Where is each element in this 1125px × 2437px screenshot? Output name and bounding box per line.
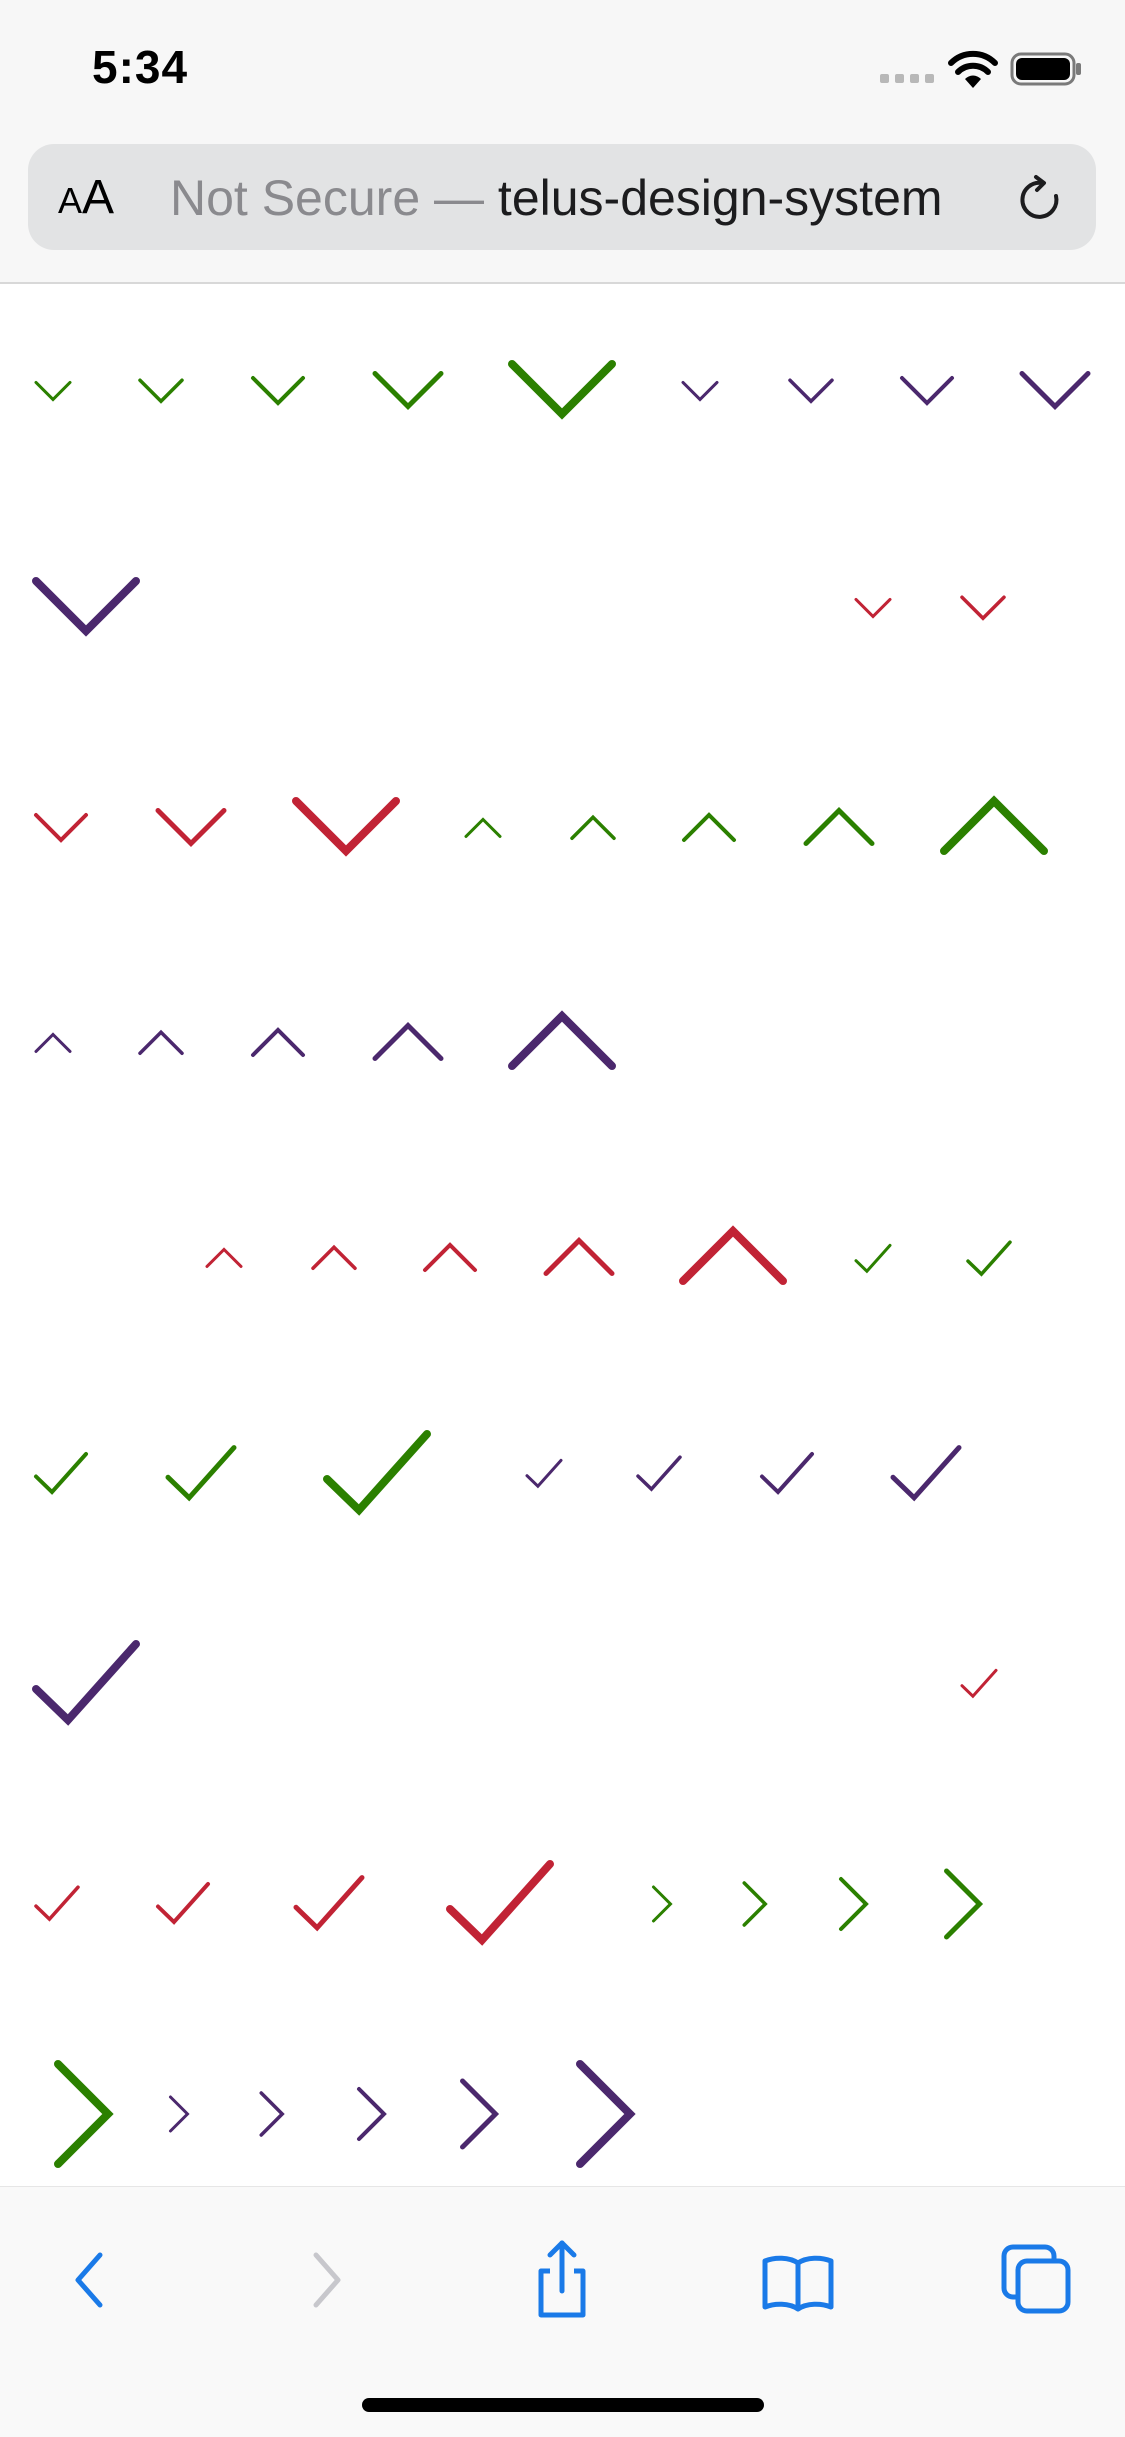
chevron-right-icon bbox=[168, 2095, 190, 2133]
not-secure-label: Not Secure — bbox=[170, 170, 485, 226]
checkmark-icon bbox=[446, 1860, 554, 1946]
checkmark-icon bbox=[165, 1445, 237, 1502]
chevron-up-icon bbox=[138, 1029, 184, 1055]
chevron-up-icon bbox=[508, 1010, 616, 1070]
chevron-right-icon bbox=[651, 1885, 673, 1923]
status-bar: 5:34 bbox=[0, 0, 1125, 140]
checkmark-icon bbox=[760, 1452, 814, 1495]
chevron-right-icon bbox=[357, 2087, 387, 2141]
chevron-down-icon bbox=[508, 360, 616, 420]
chevron-up-icon bbox=[251, 1027, 305, 1057]
browser-address-toolbar: AA Not Secure — telus-design-system bbox=[0, 140, 1125, 284]
address-bar[interactable]: AA Not Secure — telus-design-system bbox=[28, 144, 1096, 250]
chevron-up-icon bbox=[543, 1236, 615, 1277]
chevron-down-icon bbox=[1019, 371, 1091, 411]
checkmark-icon bbox=[293, 1875, 365, 1932]
bookmarks-icon[interactable] bbox=[753, 2235, 843, 2325]
browser-bottom-toolbar bbox=[0, 2186, 1125, 2437]
chevron-down-icon bbox=[34, 380, 72, 402]
chevron-down-icon bbox=[788, 378, 834, 404]
chevron-right-icon bbox=[54, 2060, 114, 2168]
chevron-down-icon bbox=[681, 380, 719, 402]
chevron-down-icon bbox=[138, 378, 184, 404]
chevron-down-icon bbox=[292, 797, 400, 857]
checkmark-icon bbox=[34, 1885, 80, 1922]
home-indicator bbox=[362, 2398, 764, 2412]
chevron-up-icon bbox=[682, 812, 736, 842]
url-field[interactable]: Not Secure — telus-design-system bbox=[170, 170, 1000, 226]
chevron-down-icon bbox=[900, 376, 954, 406]
chevron-right-icon bbox=[944, 1868, 984, 1940]
checkmark-icon bbox=[966, 1240, 1012, 1277]
chevron-up-icon bbox=[311, 1244, 357, 1270]
checkmark-icon bbox=[156, 1882, 210, 1925]
chevron-up-icon bbox=[205, 1247, 243, 1268]
chevron-down-icon bbox=[155, 808, 227, 848]
chevron-down-icon bbox=[372, 371, 444, 411]
tabs-icon[interactable] bbox=[990, 2235, 1080, 2325]
checkmark-icon bbox=[960, 1668, 998, 1699]
chevron-down-icon bbox=[34, 813, 88, 843]
chevron-up-icon bbox=[464, 817, 502, 838]
cellular-signal-icon bbox=[880, 74, 934, 83]
checkmark-icon bbox=[636, 1455, 682, 1492]
chevron-right-icon bbox=[742, 1881, 768, 1927]
chevron-down-icon bbox=[251, 376, 305, 406]
wifi-icon bbox=[948, 50, 998, 88]
checkmark-icon bbox=[323, 1430, 431, 1516]
page-content bbox=[0, 284, 1125, 2184]
icon-gallery bbox=[32, 360, 1091, 2168]
chevron-down-icon bbox=[854, 597, 892, 619]
url-fade bbox=[960, 170, 1000, 226]
back-icon[interactable] bbox=[46, 2235, 136, 2325]
reload-icon[interactable] bbox=[1016, 174, 1066, 226]
url-host: telus-design-system bbox=[497, 170, 943, 226]
checkmark-icon bbox=[32, 1640, 140, 1726]
text-size-button[interactable]: AA bbox=[58, 170, 114, 226]
checkmark-icon bbox=[854, 1243, 892, 1274]
text-size-large-label: A bbox=[82, 171, 115, 224]
chevron-right-icon bbox=[259, 2091, 285, 2137]
chevron-right-icon bbox=[839, 1877, 869, 1931]
chevron-down-icon bbox=[960, 595, 1006, 621]
chevron-up-icon bbox=[34, 1032, 72, 1053]
chevron-up-icon bbox=[570, 814, 616, 840]
checkmark-icon bbox=[525, 1458, 563, 1489]
chevron-down-icon bbox=[32, 577, 140, 637]
share-icon[interactable] bbox=[517, 2235, 607, 2325]
battery-icon bbox=[1010, 52, 1081, 86]
chevron-right-icon bbox=[460, 2078, 500, 2150]
text-size-small-label: A bbox=[58, 180, 83, 221]
chevron-up-icon bbox=[423, 1242, 477, 1272]
checkmark-icon bbox=[34, 1452, 88, 1495]
checkmark-icon bbox=[890, 1445, 962, 1502]
forward-icon[interactable] bbox=[280, 2235, 370, 2325]
chevron-up-icon bbox=[803, 806, 875, 847]
chevron-right-icon bbox=[576, 2060, 636, 2168]
status-time: 5:34 bbox=[92, 41, 189, 93]
chevron-up-icon bbox=[679, 1225, 787, 1285]
chevron-up-icon bbox=[940, 795, 1048, 855]
chevron-up-icon bbox=[372, 1021, 444, 1062]
